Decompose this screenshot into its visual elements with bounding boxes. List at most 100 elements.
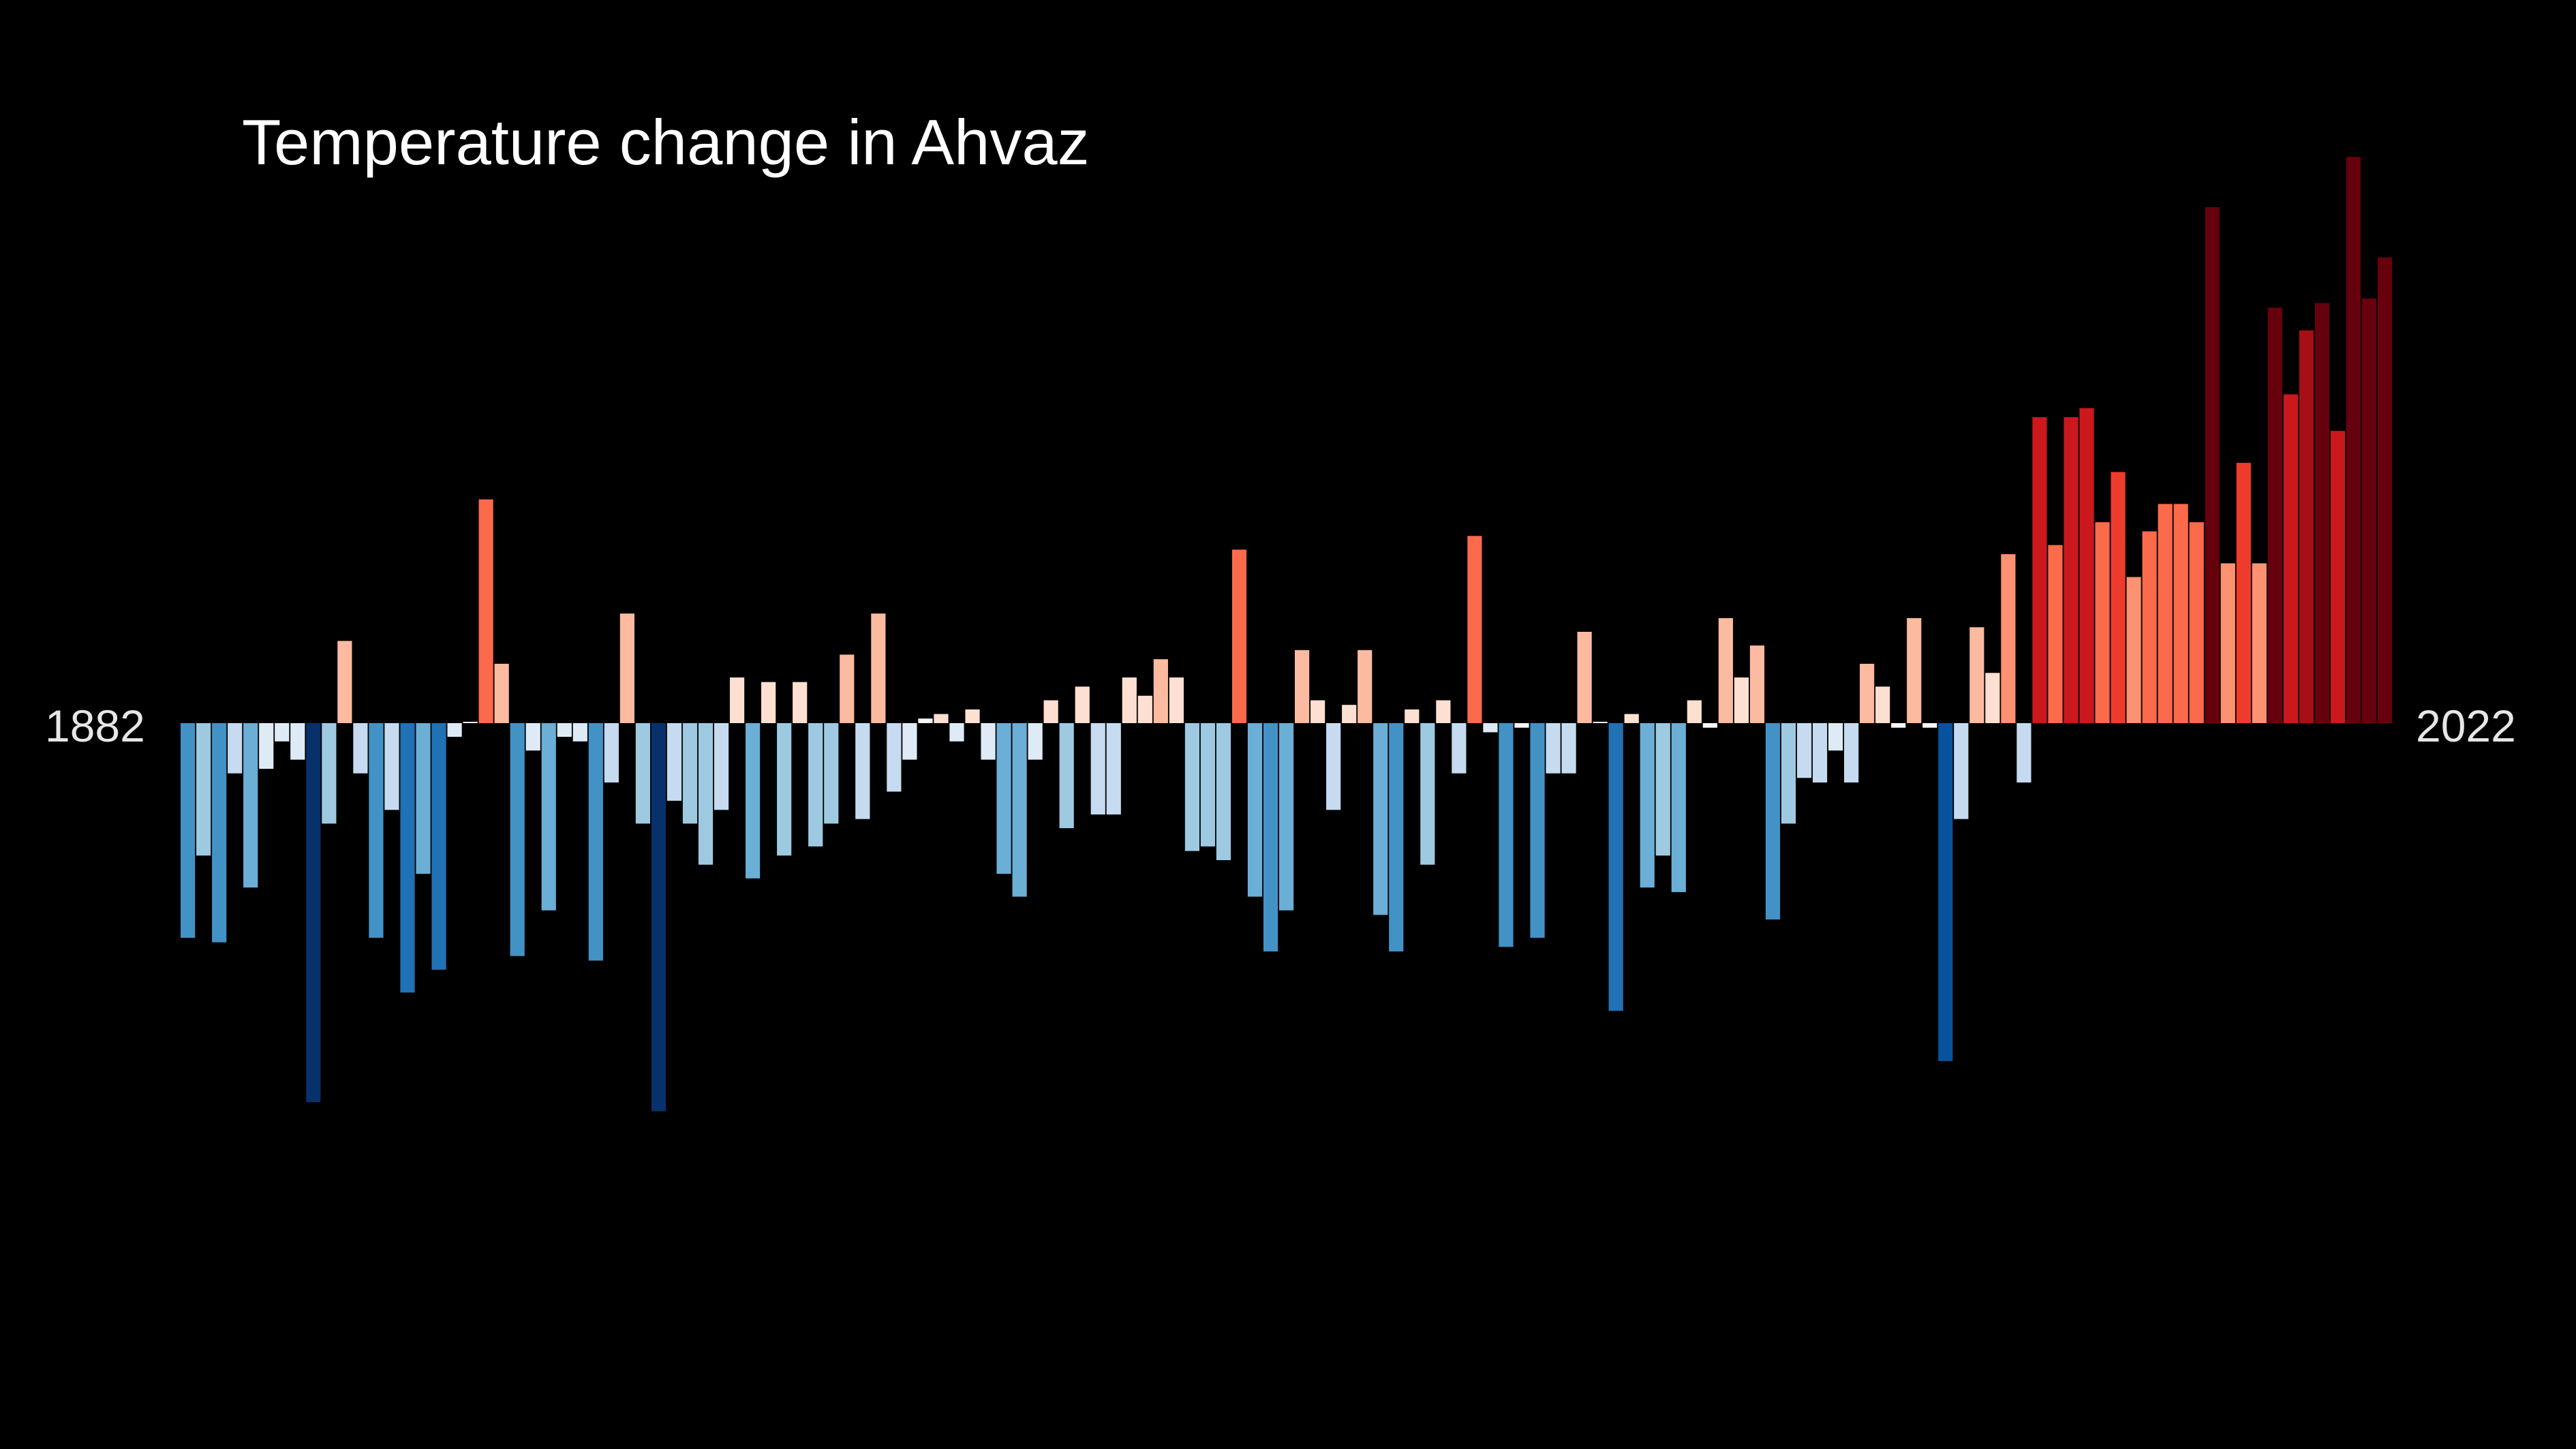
bar-1931 — [949, 723, 964, 742]
bar-1918 — [746, 723, 761, 879]
bar-1911 — [635, 723, 651, 824]
bar-1891 — [322, 723, 337, 824]
bar-1982 — [1749, 645, 1765, 723]
bar-1929 — [918, 718, 933, 723]
bars-group — [181, 157, 2393, 1112]
bar-1977 — [1671, 723, 1686, 892]
bar-2000 — [2032, 417, 2047, 723]
bar-1948 — [1216, 723, 1231, 860]
bar-1888 — [275, 723, 290, 742]
bar-1956 — [1342, 705, 1357, 723]
bar-1973 — [1608, 723, 1623, 1011]
bar-1949 — [1231, 549, 1247, 723]
chart-title: Temperature change in Ahvaz — [242, 106, 1090, 178]
bar-1919 — [761, 682, 776, 723]
bar-1990 — [1875, 686, 1890, 723]
bar-1936 — [1028, 723, 1043, 760]
bar-1899 — [447, 723, 462, 737]
bar-2002 — [2064, 417, 2079, 723]
bar-1892 — [337, 641, 352, 723]
bar-2011 — [2205, 207, 2220, 723]
bar-1889 — [290, 723, 305, 760]
bar-1999 — [2017, 723, 2031, 783]
bar-1947 — [1200, 723, 1216, 846]
bar-2022 — [2377, 257, 2393, 724]
bar-2014 — [2252, 563, 2267, 723]
bar-2013 — [2236, 463, 2251, 723]
bar-1890 — [306, 723, 321, 1103]
bar-1885 — [228, 723, 243, 774]
bar-1884 — [212, 723, 227, 943]
bar-1984 — [1781, 723, 1796, 824]
bar-1964 — [1467, 536, 1482, 723]
bar-2021 — [2361, 298, 2377, 723]
bar-2003 — [2079, 408, 2094, 723]
bar-1985 — [1796, 723, 1812, 778]
bar-1907 — [572, 723, 587, 742]
bar-1893 — [353, 723, 368, 774]
bar-1900 — [463, 722, 478, 723]
bar-1943 — [1137, 695, 1152, 723]
bar-2020 — [2346, 157, 2361, 723]
bar-1915 — [698, 723, 714, 865]
end-year-label: 2022 — [2416, 701, 2516, 751]
bar-1897 — [416, 723, 431, 874]
bar-2016 — [2283, 394, 2298, 723]
bar-2009 — [2173, 504, 2188, 723]
bar-1905 — [541, 723, 556, 911]
bar-1980 — [1718, 617, 1733, 723]
bar-2018 — [2314, 303, 2330, 724]
bar-1921 — [793, 682, 808, 723]
bar-1944 — [1153, 659, 1168, 723]
bar-1930 — [934, 714, 949, 723]
bar-1968 — [1530, 723, 1545, 938]
bar-1967 — [1514, 723, 1529, 728]
bar-1957 — [1358, 650, 1373, 723]
bar-1937 — [1043, 700, 1058, 723]
bar-1928 — [902, 723, 917, 760]
bar-1945 — [1169, 677, 1184, 723]
bar-1983 — [1765, 723, 1781, 920]
bar-1963 — [1452, 723, 1467, 774]
start-year-label: 1882 — [45, 701, 145, 751]
bar-1959 — [1389, 723, 1404, 951]
bar-1926 — [871, 613, 886, 723]
bar-2005 — [2111, 472, 2126, 723]
bar-1971 — [1577, 632, 1592, 723]
bar-1917 — [729, 677, 745, 723]
bar-1940 — [1090, 723, 1105, 814]
bar-1923 — [824, 723, 839, 824]
bar-2015 — [2267, 307, 2282, 723]
bar-1969 — [1546, 723, 1561, 774]
bar-1924 — [840, 654, 855, 723]
bar-1993 — [1922, 723, 1937, 728]
bar-1987 — [1828, 723, 1843, 751]
bar-1960 — [1405, 709, 1420, 723]
bar-1933 — [981, 723, 996, 760]
bar-1986 — [1812, 723, 1828, 783]
bar-1962 — [1436, 700, 1451, 723]
bar-1896 — [400, 723, 415, 993]
bar-1922 — [808, 723, 823, 846]
bar-1894 — [369, 723, 384, 938]
bar-1950 — [1247, 723, 1263, 897]
bar-1927 — [887, 723, 902, 792]
bar-1966 — [1499, 723, 1514, 947]
bar-1912 — [651, 723, 666, 1112]
bar-1901 — [478, 499, 493, 723]
bar-2007 — [2142, 531, 2157, 723]
bar-1954 — [1310, 700, 1325, 723]
bar-1965 — [1483, 723, 1498, 733]
bar-2004 — [2095, 522, 2110, 723]
bar-1961 — [1420, 723, 1435, 865]
bar-1978 — [1687, 700, 1702, 723]
bar-2019 — [2330, 431, 2346, 723]
bar-1997 — [1985, 673, 2000, 723]
bar-1992 — [1907, 617, 1922, 723]
bar-1998 — [2001, 554, 2016, 723]
bar-2008 — [2158, 504, 2173, 723]
bar-1904 — [525, 723, 540, 751]
bar-1887 — [259, 723, 274, 769]
